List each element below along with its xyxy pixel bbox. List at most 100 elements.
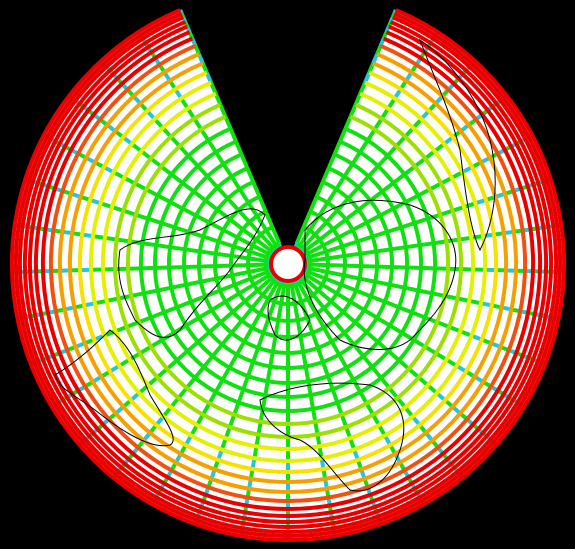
meridian xyxy=(326,270,345,278)
meridian xyxy=(266,301,277,319)
parallel xyxy=(58,52,518,494)
meridian xyxy=(228,127,238,143)
meridian xyxy=(234,276,252,287)
meridian xyxy=(256,332,266,349)
meridian xyxy=(263,380,270,396)
meridian xyxy=(135,212,149,221)
meridian xyxy=(359,276,376,284)
meridian xyxy=(404,193,420,204)
meridian xyxy=(250,293,265,310)
meridian xyxy=(376,154,390,168)
meridian xyxy=(363,308,379,320)
meridian xyxy=(332,319,346,335)
meridian xyxy=(251,181,262,198)
parallel xyxy=(113,102,463,439)
meridian xyxy=(201,402,212,416)
meridian xyxy=(169,200,184,211)
meridian xyxy=(343,115,353,130)
meridian xyxy=(340,282,357,293)
meridian xyxy=(386,144,398,158)
meridian xyxy=(157,285,172,293)
meridian xyxy=(159,164,173,176)
meridian xyxy=(318,227,335,242)
parallel xyxy=(197,180,379,355)
meridian xyxy=(214,151,226,166)
meridian xyxy=(373,117,384,131)
meridian xyxy=(195,213,211,225)
meridian xyxy=(417,288,433,296)
meridian xyxy=(433,239,447,246)
coastline xyxy=(54,329,174,447)
meridian xyxy=(236,235,254,248)
meridian xyxy=(165,358,179,371)
parallel xyxy=(101,91,475,451)
meridian xyxy=(398,305,413,315)
meridian xyxy=(264,229,278,247)
meridian xyxy=(337,228,354,240)
meridian xyxy=(252,273,271,287)
meridian xyxy=(389,282,406,290)
meridian xyxy=(174,225,190,234)
meridian xyxy=(184,247,201,254)
meridian xyxy=(314,312,326,329)
meridian xyxy=(403,164,417,176)
meridian xyxy=(251,243,270,256)
meridian xyxy=(190,294,206,304)
meridian xyxy=(239,153,250,170)
meridian xyxy=(230,263,249,268)
meridian xyxy=(160,221,176,230)
meridian xyxy=(236,388,246,404)
coastline xyxy=(267,295,311,341)
meridian xyxy=(325,188,338,204)
meridian xyxy=(223,115,233,130)
meridian xyxy=(417,187,431,198)
meridian xyxy=(343,273,360,281)
meridian xyxy=(224,291,241,304)
meridian xyxy=(185,316,201,328)
meridian xyxy=(317,201,330,218)
meridian xyxy=(330,388,340,404)
meridian xyxy=(276,303,284,321)
meridian xyxy=(358,391,369,405)
meridian xyxy=(273,319,281,337)
coastline xyxy=(303,199,457,350)
meridian xyxy=(220,366,232,381)
meridian xyxy=(335,401,344,416)
meridian xyxy=(228,414,237,428)
meridian xyxy=(341,239,359,249)
meridian xyxy=(161,331,176,342)
meridian xyxy=(259,233,275,250)
meridian xyxy=(400,221,416,230)
meridian xyxy=(372,230,388,239)
meridian xyxy=(169,135,182,148)
parallel xyxy=(68,61,508,484)
meridian xyxy=(308,196,319,213)
meridian xyxy=(446,237,460,244)
parallel xyxy=(41,36,535,511)
meridian xyxy=(241,375,250,390)
meridian xyxy=(375,316,391,328)
meridian xyxy=(170,172,184,185)
parallel xyxy=(18,15,558,534)
meridian xyxy=(359,249,377,256)
meridian xyxy=(186,154,200,168)
meridian xyxy=(301,351,308,367)
meridian xyxy=(370,294,386,304)
meridian xyxy=(207,391,218,405)
meridian xyxy=(235,340,247,356)
meridian xyxy=(199,249,217,256)
meridian xyxy=(308,394,316,410)
meridian xyxy=(388,16,395,23)
meridian xyxy=(231,299,247,314)
meridian xyxy=(142,241,157,248)
meridian xyxy=(138,344,153,356)
meridian xyxy=(208,320,223,334)
meridian xyxy=(307,270,326,281)
meridian xyxy=(316,288,333,303)
meridian xyxy=(176,299,192,310)
meridian xyxy=(116,237,130,244)
meridian xyxy=(386,225,402,234)
meridian xyxy=(332,140,342,156)
meridian xyxy=(204,199,219,212)
meridian xyxy=(405,243,420,250)
